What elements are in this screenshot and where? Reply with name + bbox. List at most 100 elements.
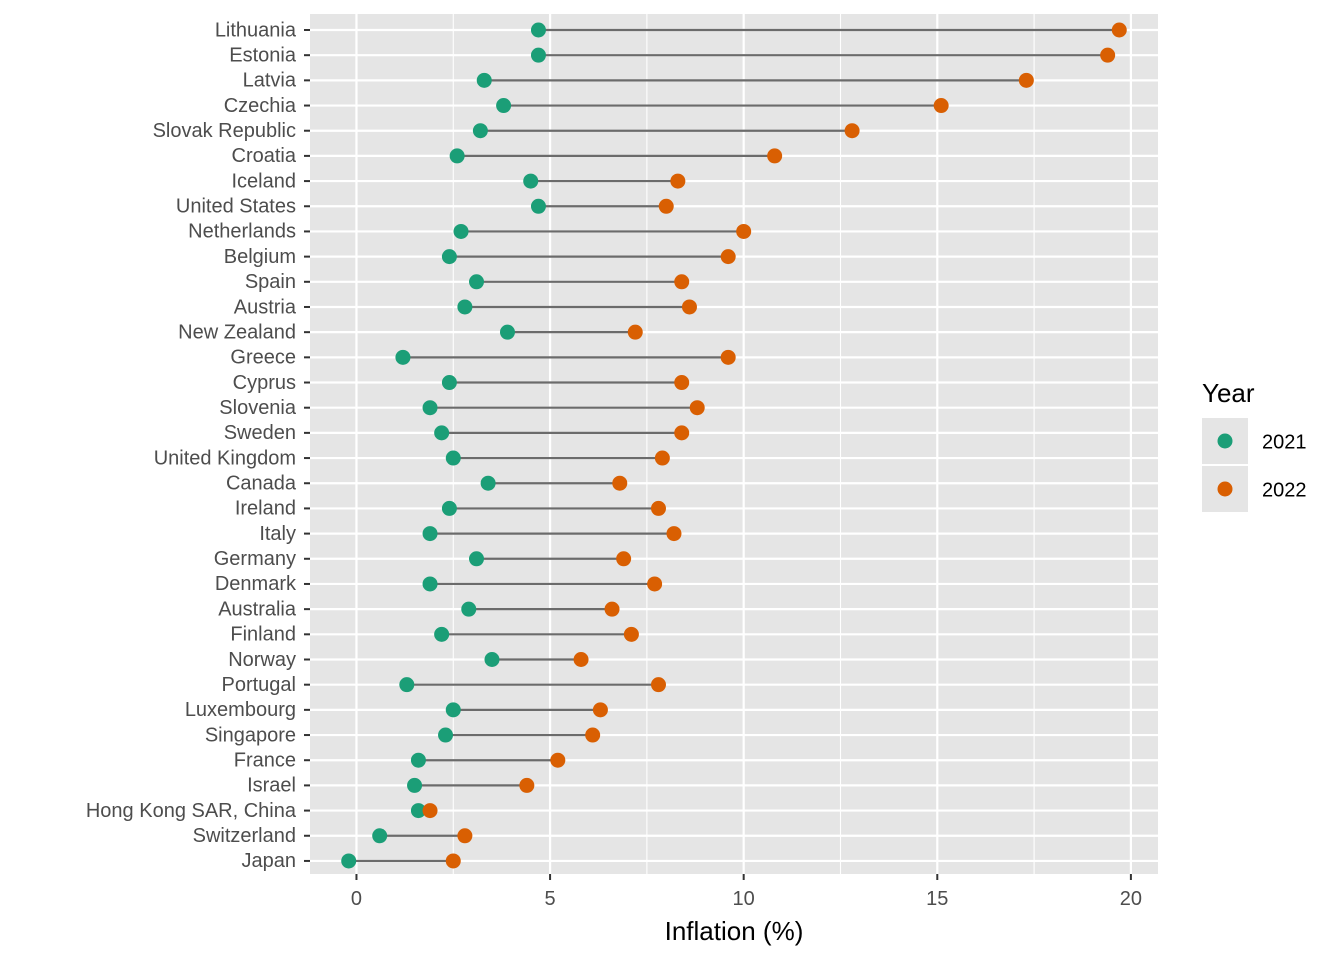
point-2022 xyxy=(689,400,705,416)
point-2022 xyxy=(445,853,461,869)
point-2022 xyxy=(658,198,674,214)
category-label: Lithuania xyxy=(215,19,297,41)
legend-label-2021: 2021 xyxy=(1262,431,1307,453)
point-2022 xyxy=(422,803,438,819)
x-axis-title: Inflation (%) xyxy=(665,916,804,946)
y-axis-ticks xyxy=(304,29,310,862)
x-tick-label: 15 xyxy=(926,888,948,910)
point-2022 xyxy=(612,475,628,491)
point-2021 xyxy=(422,400,438,416)
point-2022 xyxy=(1018,72,1034,88)
point-2021 xyxy=(445,702,461,718)
category-label: Greece xyxy=(230,347,296,369)
point-2022 xyxy=(457,828,473,844)
category-label: Iceland xyxy=(232,170,297,192)
minor-gridlines xyxy=(452,14,1035,874)
point-2022 xyxy=(592,702,608,718)
point-2022 xyxy=(720,349,736,365)
point-2021 xyxy=(496,98,512,114)
point-2022 xyxy=(736,223,752,239)
point-2021 xyxy=(422,576,438,592)
x-axis-labels: 0 5 10 15 20 xyxy=(351,888,1142,910)
category-label: Croatia xyxy=(232,145,297,167)
point-2022 xyxy=(627,324,643,340)
category-label: Sweden xyxy=(224,422,296,444)
point-2022 xyxy=(720,249,736,265)
point-2021 xyxy=(438,727,454,743)
point-2022 xyxy=(1111,22,1127,38)
category-label: Slovak Republic xyxy=(153,120,296,142)
point-2022 xyxy=(550,752,566,768)
point-2022 xyxy=(654,450,670,466)
data-points xyxy=(341,22,1127,869)
point-2021 xyxy=(472,123,488,139)
category-label: Austria xyxy=(234,296,297,318)
point-2021 xyxy=(410,752,426,768)
x-tick-label: 20 xyxy=(1120,888,1142,910)
legend-title: Year xyxy=(1202,378,1255,408)
category-label: Czechia xyxy=(224,95,297,117)
point-2022 xyxy=(604,601,620,617)
point-2022 xyxy=(585,727,601,743)
category-label: Norway xyxy=(228,649,296,671)
category-label: New Zealand xyxy=(178,321,296,343)
point-2021 xyxy=(480,475,496,491)
point-2021 xyxy=(422,526,438,542)
point-2021 xyxy=(499,324,515,340)
point-2021 xyxy=(441,500,457,516)
point-2021 xyxy=(476,72,492,88)
point-2022 xyxy=(681,299,697,315)
point-2022 xyxy=(666,526,682,542)
category-label: Spain xyxy=(245,271,296,293)
point-2021 xyxy=(407,777,423,793)
category-label: Slovenia xyxy=(219,397,297,419)
legend-dot-2022 xyxy=(1217,481,1233,497)
category-label: Israel xyxy=(247,775,296,797)
point-2022 xyxy=(573,652,589,667)
x-tick-label: 0 xyxy=(351,888,362,910)
point-2021 xyxy=(530,47,546,63)
point-2021 xyxy=(410,803,426,819)
point-2021 xyxy=(453,223,469,239)
category-label: United Kingdom xyxy=(154,447,296,469)
category-label: Australia xyxy=(218,598,297,620)
legend-dot-2021 xyxy=(1217,433,1233,449)
category-label: Ireland xyxy=(235,498,296,520)
point-2021 xyxy=(434,626,450,642)
category-label: Cyprus xyxy=(233,372,296,394)
point-2021 xyxy=(441,249,457,265)
x-tick-label: 5 xyxy=(545,888,556,910)
point-2021 xyxy=(530,198,546,214)
category-label: Luxembourg xyxy=(185,699,296,721)
point-2021 xyxy=(457,299,473,315)
point-2022 xyxy=(674,274,690,290)
category-label: Denmark xyxy=(215,573,297,595)
category-label: Italy xyxy=(259,523,296,545)
point-2021 xyxy=(469,274,485,290)
category-label: Belgium xyxy=(224,246,296,268)
point-2022 xyxy=(616,551,632,567)
point-2022 xyxy=(647,576,663,592)
category-label: Canada xyxy=(226,473,297,495)
x-tick-label: 10 xyxy=(733,888,755,910)
point-2022 xyxy=(650,677,666,693)
plot-panel xyxy=(310,14,1158,874)
point-2021 xyxy=(372,828,388,844)
category-label: Switzerland xyxy=(193,825,296,847)
point-2021 xyxy=(461,601,477,617)
category-label: Finland xyxy=(230,624,296,646)
point-2021 xyxy=(445,450,461,466)
category-label: United States xyxy=(176,196,296,218)
category-label: France xyxy=(234,750,296,772)
point-2022 xyxy=(519,777,535,793)
category-label: Hong Kong SAR, China xyxy=(86,800,297,822)
y-axis-labels: Lithuania Estonia Latvia Czechia Slovak Repu… xyxy=(86,19,297,872)
point-2021 xyxy=(341,853,357,869)
point-2022 xyxy=(670,173,686,189)
point-2021 xyxy=(395,349,411,365)
x-axis-ticks xyxy=(355,874,1132,880)
point-2021 xyxy=(441,375,457,391)
point-2021 xyxy=(399,677,415,693)
point-2022 xyxy=(623,626,639,642)
